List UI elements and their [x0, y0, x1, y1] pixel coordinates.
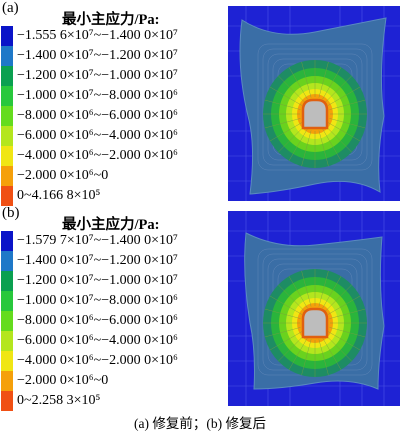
legend-swatch: [1, 271, 13, 291]
legend-label: 0~2.258 3×10⁵: [17, 393, 101, 408]
legend-swatch: [1, 351, 13, 371]
legend: −1.555 6×10⁷~−1.400 0×10⁷ −1.400 0×10⁷~−…: [1, 26, 231, 206]
legend-swatch: [1, 251, 13, 271]
legend-entry: −4.000 0×10⁶~−2.000 0×10⁶: [1, 351, 231, 371]
legend-swatch: [1, 311, 13, 331]
legend-entry: −1.000 0×10⁷~−8.000 0×10⁶: [1, 86, 231, 106]
legend-title: 最小主应力/Pa:: [62, 12, 160, 28]
legend-swatch: [1, 66, 13, 86]
legend-label: −2.000 0×10⁶~0: [17, 168, 109, 183]
stress-contour-plot: [228, 211, 400, 406]
legend-entry: −2.000 0×10⁶~0: [1, 371, 231, 391]
legend-entry: −1.579 7×10⁷~−1.400 0×10⁷: [1, 231, 231, 251]
tunnel-opening: [301, 307, 329, 339]
tunnel-opening: [301, 98, 329, 130]
legend-entry: −4.000 0×10⁶~−2.000 0×10⁶: [1, 146, 231, 166]
legend-label: −1.400 0×10⁷~−1.200 0×10⁷: [17, 48, 178, 63]
legend-entry: −1.200 0×10⁷~−1.000 0×10⁷: [1, 66, 231, 86]
legend-entry: 0~4.166 8×10⁵: [1, 186, 231, 206]
panel-b: (b) 最小主应力/Pa: −1.579 7×10⁷~−1.400 0×10⁷ …: [0, 205, 400, 411]
legend-entry: −1.000 0×10⁷~−8.000 0×10⁶: [1, 291, 231, 311]
legend-label: −8.000 0×10⁶~−6.000 0×10⁶: [17, 108, 178, 123]
legend-label: −4.000 0×10⁶~−2.000 0×10⁶: [17, 148, 178, 163]
legend-swatch: [1, 391, 13, 411]
panel-a: (a) 最小主应力/Pa: −1.555 6×10⁷~−1.400 0×10⁷ …: [0, 0, 400, 206]
legend-entry: −1.400 0×10⁷~−1.200 0×10⁷: [1, 251, 231, 271]
legend-label: −1.000 0×10⁷~−8.000 0×10⁶: [17, 88, 178, 103]
legend-swatch: [1, 371, 13, 391]
legend-label: −1.400 0×10⁷~−1.200 0×10⁷: [17, 253, 178, 268]
legend-label: −6.000 0×10⁶~−4.000 0×10⁶: [17, 128, 178, 143]
legend: −1.579 7×10⁷~−1.400 0×10⁷ −1.400 0×10⁷~−…: [1, 231, 231, 411]
legend-swatch: [1, 291, 13, 311]
panel-label: (a): [2, 0, 19, 16]
legend-swatch: [1, 106, 13, 126]
legend-entry: −6.000 0×10⁶~−4.000 0×10⁶: [1, 126, 231, 146]
legend-entry: −8.000 0×10⁶~−6.000 0×10⁶: [1, 311, 231, 331]
legend-swatch: [1, 146, 13, 166]
legend-swatch: [1, 86, 13, 106]
figure-caption: (a) 修复前；(b) 修复后: [134, 416, 266, 431]
legend-swatch: [1, 126, 13, 146]
legend-entry: 0~2.258 3×10⁵: [1, 391, 231, 411]
legend-label: −4.000 0×10⁶~−2.000 0×10⁶: [17, 353, 178, 368]
legend-label: −1.200 0×10⁷~−1.000 0×10⁷: [17, 273, 178, 288]
legend-swatch: [1, 166, 13, 186]
legend-swatch: [1, 231, 13, 251]
legend-label: −1.200 0×10⁷~−1.000 0×10⁷: [17, 68, 178, 83]
legend-swatch: [1, 186, 13, 206]
radial-mesh: [263, 269, 367, 377]
legend-label: −1.555 6×10⁷~−1.400 0×10⁷: [17, 28, 178, 43]
legend-swatch: [1, 331, 13, 351]
legend-swatch: [1, 46, 13, 66]
legend-title: 最小主应力/Pa:: [62, 217, 160, 233]
legend-entry: −1.555 6×10⁷~−1.400 0×10⁷: [1, 26, 231, 46]
legend-entry: −1.400 0×10⁷~−1.200 0×10⁷: [1, 46, 231, 66]
legend-label: −1.579 7×10⁷~−1.400 0×10⁷: [17, 233, 178, 248]
stress-contour-plot: [228, 6, 400, 201]
legend-swatch: [1, 26, 13, 46]
legend-entry: −1.200 0×10⁷~−1.000 0×10⁷: [1, 271, 231, 291]
legend-label: −6.000 0×10⁶~−4.000 0×10⁶: [17, 333, 178, 348]
legend-label: −8.000 0×10⁶~−6.000 0×10⁶: [17, 313, 178, 328]
legend-label: −2.000 0×10⁶~0: [17, 373, 109, 388]
panel-label: (b): [2, 205, 20, 221]
legend-entry: −2.000 0×10⁶~0: [1, 166, 231, 186]
legend-entry: −8.000 0×10⁶~−6.000 0×10⁶: [1, 106, 231, 126]
radial-mesh: [263, 60, 367, 168]
legend-label: 0~4.166 8×10⁵: [17, 188, 101, 203]
legend-entry: −6.000 0×10⁶~−4.000 0×10⁶: [1, 331, 231, 351]
legend-label: −1.000 0×10⁷~−8.000 0×10⁶: [17, 293, 178, 308]
